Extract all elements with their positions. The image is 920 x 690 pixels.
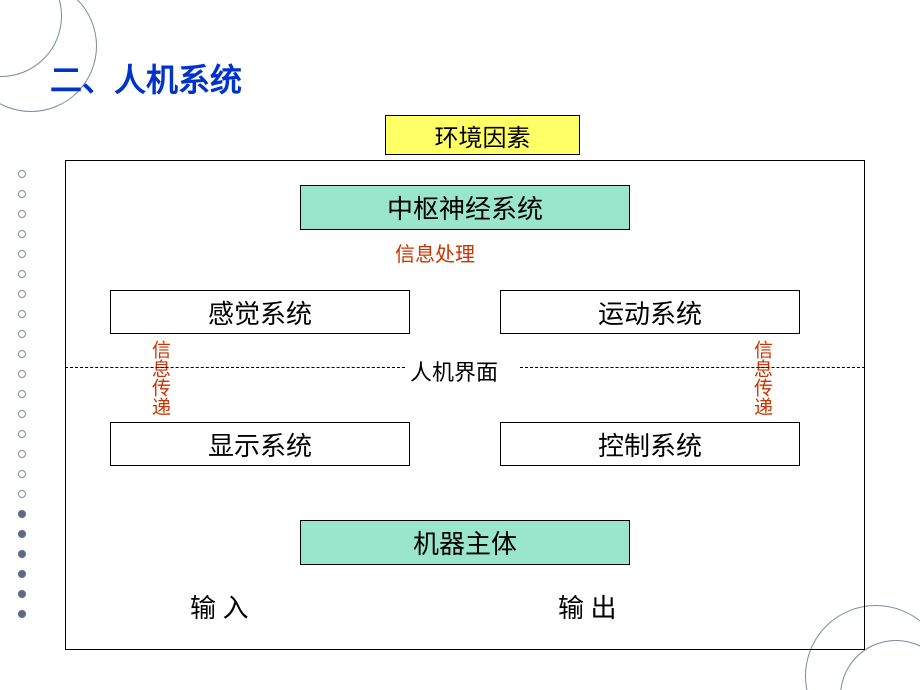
decor-dot	[18, 210, 26, 218]
label-transfer-right: 信息传递	[752, 340, 771, 416]
decor-dot	[18, 350, 26, 358]
decor-dot	[18, 490, 26, 498]
box-cns-label: 中枢神经系统	[387, 189, 543, 226]
decor-dot	[18, 250, 26, 258]
decor-dot	[18, 190, 26, 198]
box-control-label: 控制系统	[598, 426, 702, 463]
label-transfer-left: 信息传递	[150, 340, 169, 416]
box-motor: 运动系统	[500, 290, 800, 334]
decor-dot	[18, 510, 26, 518]
outer-container	[65, 160, 865, 650]
decor-dot	[18, 450, 26, 458]
box-motor-label: 运动系统	[598, 294, 702, 331]
decor-dot	[18, 470, 26, 478]
page-title: 二、人机系统	[50, 55, 242, 101]
decor-dot	[18, 530, 26, 538]
box-cns: 中枢神经系统	[300, 185, 630, 230]
label-info-processing: 信息处理	[395, 238, 475, 267]
decor-dot	[18, 230, 26, 238]
box-sensory: 感觉系统	[110, 290, 410, 334]
dash-line-left	[65, 367, 405, 368]
decor-dot	[18, 390, 26, 398]
decor-dot	[18, 310, 26, 318]
decor-dot	[18, 430, 26, 438]
decor-dot	[18, 270, 26, 278]
decor-dot	[18, 410, 26, 418]
decor-dot	[18, 290, 26, 298]
decor-dot	[18, 590, 26, 598]
label-input: 输 入	[190, 588, 249, 625]
label-output: 输 出	[558, 588, 617, 625]
box-environment: 环境因素	[385, 115, 580, 155]
decor-dot	[18, 170, 26, 178]
box-machine: 机器主体	[300, 520, 630, 565]
decor-dot	[18, 550, 26, 558]
dash-line-right	[520, 367, 865, 368]
box-environment-label: 环境因素	[435, 118, 531, 153]
decor-dot	[18, 570, 26, 578]
box-sensory-label: 感觉系统	[208, 294, 312, 331]
decor-dot	[18, 610, 26, 618]
label-interface: 人机界面	[410, 355, 498, 387]
box-display-label: 显示系统	[208, 426, 312, 463]
box-control: 控制系统	[500, 422, 800, 466]
box-machine-label: 机器主体	[413, 524, 517, 561]
decor-dot	[18, 330, 26, 338]
decor-dot	[18, 370, 26, 378]
box-display: 显示系统	[110, 422, 410, 466]
decor-dots-column	[18, 170, 26, 618]
